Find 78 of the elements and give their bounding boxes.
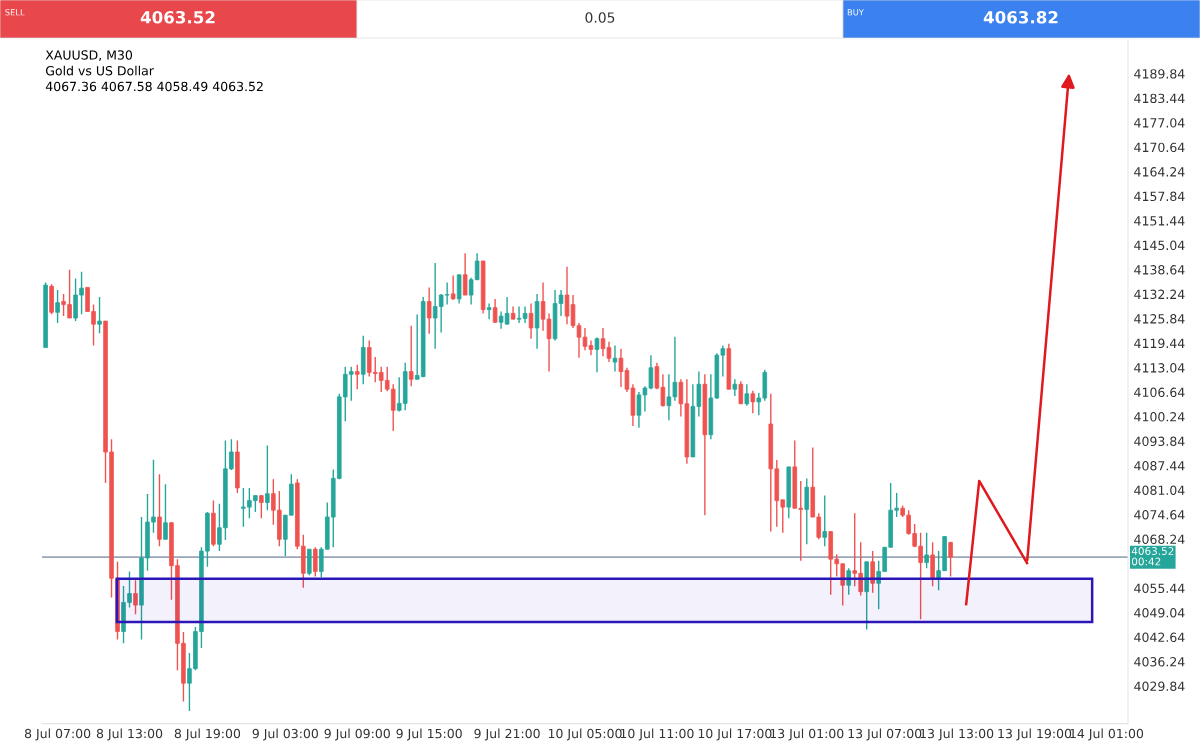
text: 4063.82 bbox=[983, 10, 1058, 24]
y-tick-label: 4164.24 bbox=[1134, 167, 1185, 177]
candlestick bbox=[492, 298, 498, 324]
candlestick bbox=[133, 579, 138, 615]
candlestick bbox=[870, 550, 875, 594]
x-tick-label: 10 Jul 11:00 bbox=[620, 728, 694, 741]
y-tick-label: 4036.24 bbox=[1134, 657, 1185, 667]
y-tick-label: 4068.24 bbox=[1134, 534, 1185, 545]
text: BUY bbox=[847, 9, 864, 16]
candlestick bbox=[732, 378, 738, 397]
y-tick-label: 4132.24 bbox=[1134, 289, 1185, 300]
x-tick-label: 13 Jul 01:00 bbox=[770, 728, 844, 741]
candlestick bbox=[265, 444, 270, 511]
candlestick bbox=[750, 390, 756, 415]
x-tick-label: 10 Jul 05:00 bbox=[548, 728, 622, 741]
x-tick-label: 13 Jul 19:00 bbox=[998, 728, 1072, 741]
text: XAUUSD, M30 bbox=[45, 50, 133, 61]
y-tick-label: 4100.24 bbox=[1134, 412, 1185, 422]
ref-line-label: 4063.52 00:42 bbox=[1131, 547, 1174, 566]
y-tick-label: 4138.64 bbox=[1134, 265, 1185, 275]
candlestick bbox=[313, 546, 318, 578]
candlestick bbox=[930, 541, 935, 588]
candlestick bbox=[948, 540, 953, 578]
x-tick-label: 9 Jul 21:00 bbox=[474, 728, 540, 741]
y-tick-label: 4049.04 bbox=[1134, 608, 1185, 618]
y-tick-label: 4177.04 bbox=[1134, 118, 1185, 128]
candlestick bbox=[486, 302, 492, 320]
x-tick-label: 9 Jul 15:00 bbox=[396, 728, 462, 741]
candlestick bbox=[163, 483, 168, 540]
y-tick-label: 4119.44 bbox=[1134, 338, 1185, 349]
y-tick-label: 4087.44 bbox=[1134, 461, 1185, 471]
candlestick bbox=[462, 252, 468, 296]
x-tick-label: 13 Jul 07:00 bbox=[848, 728, 922, 741]
text: 0.05 bbox=[585, 12, 615, 23]
x-tick-label: 8 Jul 19:00 bbox=[174, 728, 241, 741]
y-tick-label: 4042.64 bbox=[1134, 632, 1185, 643]
annotation: 4067.36 4067.58 4058.49 4063.52 bbox=[45, 81, 263, 92]
x-tick-label: 8 Jul 13:00 bbox=[96, 728, 163, 741]
text: SELL bbox=[5, 9, 25, 16]
candlestick bbox=[55, 289, 60, 324]
x-tick-label: 9 Jul 03:00 bbox=[252, 728, 318, 741]
y-tick-label: 4189.84 bbox=[1134, 69, 1185, 79]
candlestick bbox=[408, 324, 414, 387]
candlestick bbox=[354, 364, 360, 390]
y-tick-label: 4113.04 bbox=[1134, 363, 1185, 373]
y-tick-label: 4081.04 bbox=[1134, 485, 1185, 496]
candlestick bbox=[822, 494, 828, 547]
y-tick-label: 4029.84 bbox=[1134, 681, 1185, 692]
y-tick-label: 4055.44 bbox=[1134, 583, 1185, 594]
y-tick-label: 4093.84 bbox=[1134, 436, 1185, 447]
y-tick-label: 4125.84 bbox=[1134, 314, 1185, 324]
candlestick bbox=[528, 302, 534, 340]
candlestick bbox=[450, 274, 456, 301]
text: 4063.52 bbox=[140, 10, 215, 24]
y-tick-label: 4074.64 bbox=[1134, 510, 1185, 520]
candlestick bbox=[97, 296, 102, 335]
y-tick-label: 4183.44 bbox=[1134, 93, 1185, 104]
candlestick bbox=[924, 532, 929, 570]
candlestick bbox=[612, 344, 618, 373]
y-tick-label: 4151.44 bbox=[1134, 216, 1185, 226]
candlestick bbox=[744, 383, 750, 407]
x-tick-label: 14 Jul 01:00 bbox=[1070, 728, 1144, 741]
text: Gold vs US Dollar bbox=[45, 65, 154, 76]
y-tick-label: 4157.84 bbox=[1134, 191, 1185, 202]
x-tick-label: 10 Jul 17:00 bbox=[698, 728, 772, 741]
x-tick-label: 8 Jul 07:00 bbox=[24, 728, 91, 741]
candlestick bbox=[259, 494, 264, 519]
candlestick bbox=[738, 380, 744, 405]
x-tick-label: 9 Jul 09:00 bbox=[324, 728, 390, 741]
y-tick-label: 4170.64 bbox=[1134, 142, 1185, 153]
candlestick bbox=[846, 567, 851, 596]
y-tick-label: 4106.64 bbox=[1134, 387, 1185, 398]
candlestick bbox=[157, 473, 162, 547]
y-tick-label: 4145.04 bbox=[1134, 240, 1185, 251]
candlestick bbox=[594, 336, 600, 374]
candlestick bbox=[804, 477, 810, 545]
x-tick-label: 13 Jul 13:00 bbox=[920, 728, 994, 741]
candlestick bbox=[426, 286, 432, 335]
